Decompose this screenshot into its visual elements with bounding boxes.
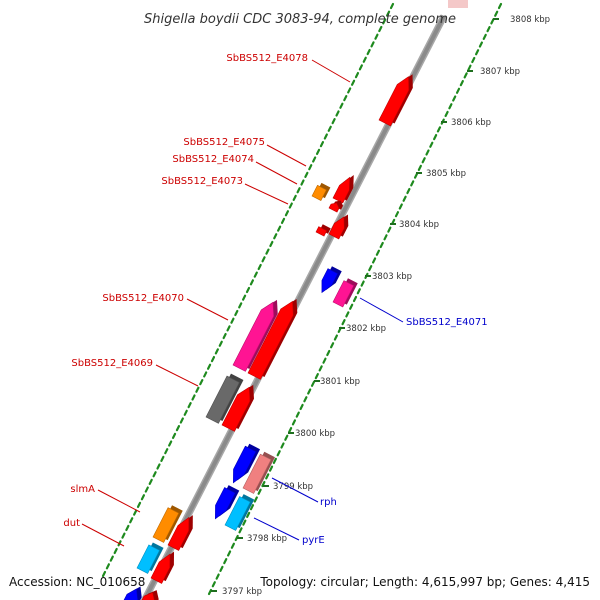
gene-body	[152, 507, 180, 543]
gene-label[interactable]: SbBS512_E4074	[172, 154, 254, 165]
gene-body	[221, 386, 251, 432]
leader-line	[155, 364, 199, 387]
tick-label: 3801 kbp	[320, 377, 360, 387]
tick-label: 3807 kbp	[480, 67, 520, 77]
gene-g8[interactable]	[332, 278, 358, 308]
gene-body	[332, 280, 355, 308]
topology-text: Topology: circular; Length: 4,615,997 bp…	[259, 575, 590, 589]
gene-body	[224, 496, 251, 531]
gene-g22[interactable]	[140, 590, 159, 600]
gene-body	[150, 553, 171, 584]
leader-line	[97, 489, 141, 513]
leader-line	[271, 477, 319, 503]
gene-label[interactable]: dut	[63, 518, 80, 529]
leader-line	[81, 523, 125, 547]
gene-label[interactable]: slmA	[70, 484, 95, 495]
gene-body	[311, 184, 327, 201]
gene-g12[interactable]	[221, 384, 254, 432]
gene-body	[232, 301, 275, 372]
tick-label: 3804 kbp	[399, 220, 439, 230]
gene-g9[interactable]	[232, 299, 278, 372]
gene-g15[interactable]	[215, 485, 240, 520]
gene-labels: SbBS512_E4078 SbBS512_E4075 SbBS512_E4074 S…	[63, 53, 488, 547]
gene-g5[interactable]	[328, 200, 344, 213]
tick-label: 3805 kbp	[426, 169, 466, 179]
tick-label: 3799 kbp	[273, 482, 313, 492]
leader-line	[186, 298, 229, 321]
leader-line	[311, 59, 351, 83]
genome-backbone	[140, 0, 468, 600]
gene-body	[215, 487, 236, 520]
gene-g14[interactable]	[242, 451, 276, 494]
tick-label: 3800 kbp	[295, 429, 335, 439]
tick-label: 3802 kbp	[346, 324, 386, 334]
tick-label: 3808 kbp	[510, 15, 550, 25]
leader-line	[255, 161, 298, 185]
dot-tracks	[101, 2, 503, 596]
gene-body	[321, 268, 339, 294]
gene-g17[interactable]	[152, 505, 183, 543]
gene-body	[242, 453, 272, 494]
gene-label[interactable]: rph	[320, 497, 337, 508]
gene-body	[378, 76, 410, 127]
gene-label[interactable]: SbBS512_E4069	[71, 358, 153, 369]
gene-depth	[333, 200, 344, 210]
gene-body	[167, 516, 190, 551]
gene-g18[interactable]	[167, 515, 193, 551]
gene-body	[205, 375, 240, 424]
position-ticks: 3797 kbp 3798 kbp 3799 kbp 3800 kbp 3801 kbp…	[211, 15, 550, 597]
tick-label: 3803 kbp	[372, 272, 412, 282]
leader-line	[244, 183, 289, 205]
gene-label[interactable]: SbBS512_E4075	[183, 137, 265, 148]
gene-depth	[320, 224, 331, 234]
gene-body	[233, 445, 257, 484]
gene-g16[interactable]	[224, 494, 255, 531]
gene-g13[interactable]	[233, 443, 261, 484]
gene-g10[interactable]	[247, 299, 298, 380]
leader-line	[359, 297, 404, 323]
gene-body	[247, 300, 294, 380]
gene-body	[136, 544, 160, 574]
map-title: Shigella boydii CDC 3083-94, complete ge…	[144, 12, 456, 27]
leader-line	[266, 144, 307, 167]
gene-g4[interactable]	[311, 182, 331, 201]
gene-g11[interactable]	[205, 373, 244, 424]
gene-body	[328, 216, 345, 240]
gene-g19[interactable]	[136, 542, 164, 574]
inner-dot-track	[207, 2, 503, 596]
gene-body	[315, 226, 328, 237]
gene-g20[interactable]	[150, 551, 175, 584]
gene-g3[interactable]	[332, 174, 354, 204]
gene-features	[122, 74, 413, 600]
gene-g1[interactable]	[378, 74, 413, 127]
leader-line	[253, 517, 300, 541]
gene-label[interactable]: SbBS512_E4078	[226, 53, 308, 64]
gene-label[interactable]: SbBS512_E4073	[161, 176, 243, 187]
gene-body	[123, 588, 139, 600]
gene-body	[141, 592, 155, 600]
accession-text: Accession: NC_010658	[9, 575, 145, 589]
tick-label: 3806 kbp	[451, 118, 491, 128]
tick-label: 3797 kbp	[222, 587, 262, 597]
gene-label[interactable]: SbBS512_E4071	[406, 317, 488, 328]
gene-g6[interactable]	[315, 224, 331, 237]
tick-label: 3798 kbp	[247, 534, 287, 544]
gene-body	[328, 202, 340, 213]
gene-label[interactable]: SbBS512_E4070	[102, 293, 184, 304]
gene-g21[interactable]	[122, 586, 142, 600]
gene-g7[interactable]	[321, 266, 342, 294]
gene-g2[interactable]	[328, 214, 349, 240]
outer-dot-track	[101, 2, 395, 578]
gene-label[interactable]: pyrE	[302, 535, 325, 546]
